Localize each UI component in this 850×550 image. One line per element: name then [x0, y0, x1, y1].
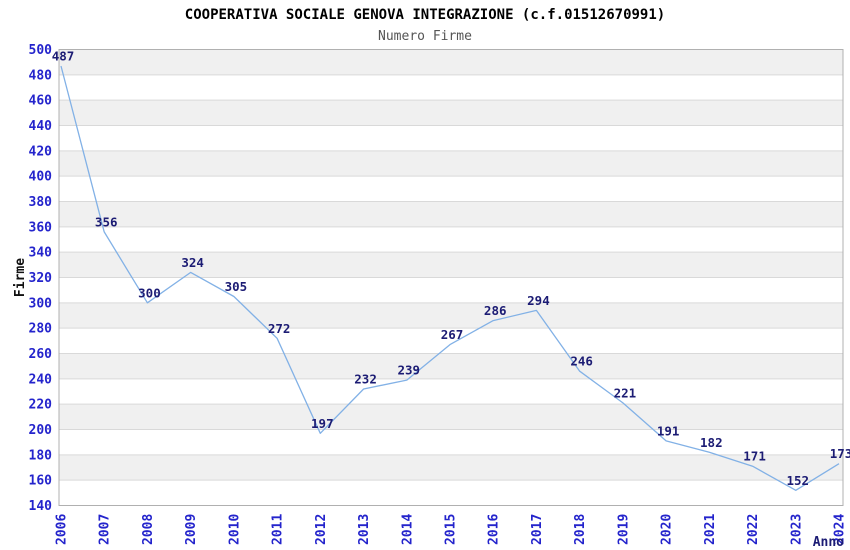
- data-label: 267: [441, 327, 464, 342]
- y-tick-label: 360: [29, 220, 53, 235]
- y-tick-label: 280: [29, 322, 53, 337]
- data-label: 300: [138, 285, 161, 300]
- x-tick-label: 2015: [444, 514, 459, 545]
- y-tick-label: 300: [29, 296, 53, 311]
- data-label: 324: [181, 255, 204, 270]
- plot-band: [59, 302, 843, 329]
- plot-band: [59, 125, 843, 151]
- data-line: [60, 65, 840, 491]
- y-tick-label: 380: [29, 195, 53, 210]
- plot-band: [59, 454, 843, 481]
- chart-subtitle: Numero Firme: [378, 29, 472, 44]
- data-label: 356: [95, 214, 118, 229]
- x-tick-label: 2012: [314, 514, 329, 545]
- x-tick-label: 2018: [573, 514, 588, 545]
- data-label: 286: [484, 303, 507, 318]
- x-tick-label: 2006: [55, 514, 70, 545]
- gridlines: [58, 49, 844, 506]
- y-tick-label: 400: [29, 170, 53, 185]
- y-tick-label: 460: [29, 94, 53, 109]
- plot-band: [59, 252, 843, 278]
- data-label: 487: [52, 48, 75, 63]
- data-label: 171: [743, 449, 766, 464]
- y-tick-label: 500: [29, 43, 53, 58]
- y-tick-label: 220: [29, 398, 53, 413]
- data-labels: 487 356 300 324 305 272 197 232 239 267 286 294 246 2…: [52, 48, 850, 487]
- data-series: [60, 65, 840, 491]
- data-label: 152: [786, 473, 809, 488]
- y-tick-label: 160: [29, 474, 53, 489]
- data-label: 197: [311, 416, 334, 431]
- y-tick-label: 180: [29, 448, 53, 463]
- data-label: 246: [570, 354, 593, 369]
- x-tick-label: 2020: [660, 514, 675, 545]
- x-tick-label: 2023: [789, 514, 804, 545]
- x-tick-label: 2017: [530, 514, 545, 545]
- y-tick-label: 140: [29, 499, 53, 514]
- plot-band: [59, 49, 843, 75]
- plot-band: [59, 480, 843, 506]
- x-axis: 2006 2007 2008 2009 2010 2011 2012 2013 2014 2015…: [55, 514, 848, 545]
- y-tick-label: 340: [29, 246, 53, 261]
- x-tick-label: 2013: [357, 514, 372, 545]
- data-label: 191: [657, 423, 680, 438]
- data-label: 239: [397, 363, 420, 378]
- plot-band: [59, 429, 843, 455]
- data-label: 272: [268, 321, 291, 336]
- x-tick-label: 2022: [746, 514, 761, 545]
- plot-band: [59, 150, 843, 177]
- plot-band: [59, 201, 843, 227]
- plot-band: [59, 277, 843, 303]
- x-tick-label: 2008: [141, 514, 156, 545]
- data-label: 305: [225, 279, 248, 294]
- y-tick-label: 240: [29, 372, 53, 387]
- data-label: 232: [354, 371, 377, 386]
- plot-band: [59, 74, 843, 101]
- plot-band: [59, 353, 843, 379]
- plot-border: [58, 49, 844, 506]
- x-tick-label: 2007: [98, 514, 113, 545]
- plot-area: [59, 49, 843, 506]
- chart-title: COOPERATIVA SOCIALE GENOVA INTEGRAZIONE …: [185, 7, 665, 23]
- data-label: 294: [527, 293, 550, 308]
- x-tick-label: 2011: [271, 514, 286, 545]
- x-tick-label: 2009: [184, 514, 199, 545]
- y-axis-title: Firme: [13, 258, 28, 297]
- plot-band: [59, 328, 843, 354]
- x-tick-label: 2016: [487, 514, 502, 545]
- data-label: 173: [830, 446, 850, 461]
- plot-band: [59, 100, 843, 126]
- plot-band: [59, 226, 843, 253]
- plot-band: [59, 176, 843, 202]
- plot-band: [59, 404, 843, 430]
- y-tick-label: 480: [29, 68, 53, 83]
- y-tick-label: 200: [29, 423, 53, 438]
- x-tick-label: 2021: [703, 514, 718, 545]
- y-axis: 140 160 180 200 220 240 260 280 300 320 340 360 380 4…: [29, 43, 53, 514]
- x-tick-label: 2010: [227, 514, 242, 545]
- plot-band: [59, 378, 843, 405]
- x-tick-label: 2019: [616, 514, 631, 545]
- y-tick-label: 320: [29, 271, 53, 286]
- x-tick-label: 2024: [833, 514, 848, 545]
- y-tick-label: 440: [29, 119, 53, 134]
- data-label: 182: [700, 435, 723, 450]
- y-tick-label: 260: [29, 347, 53, 362]
- data-label: 221: [614, 385, 637, 400]
- y-tick-label: 420: [29, 144, 53, 159]
- x-tick-label: 2014: [400, 514, 415, 545]
- x-axis-title: Anno: [813, 535, 844, 550]
